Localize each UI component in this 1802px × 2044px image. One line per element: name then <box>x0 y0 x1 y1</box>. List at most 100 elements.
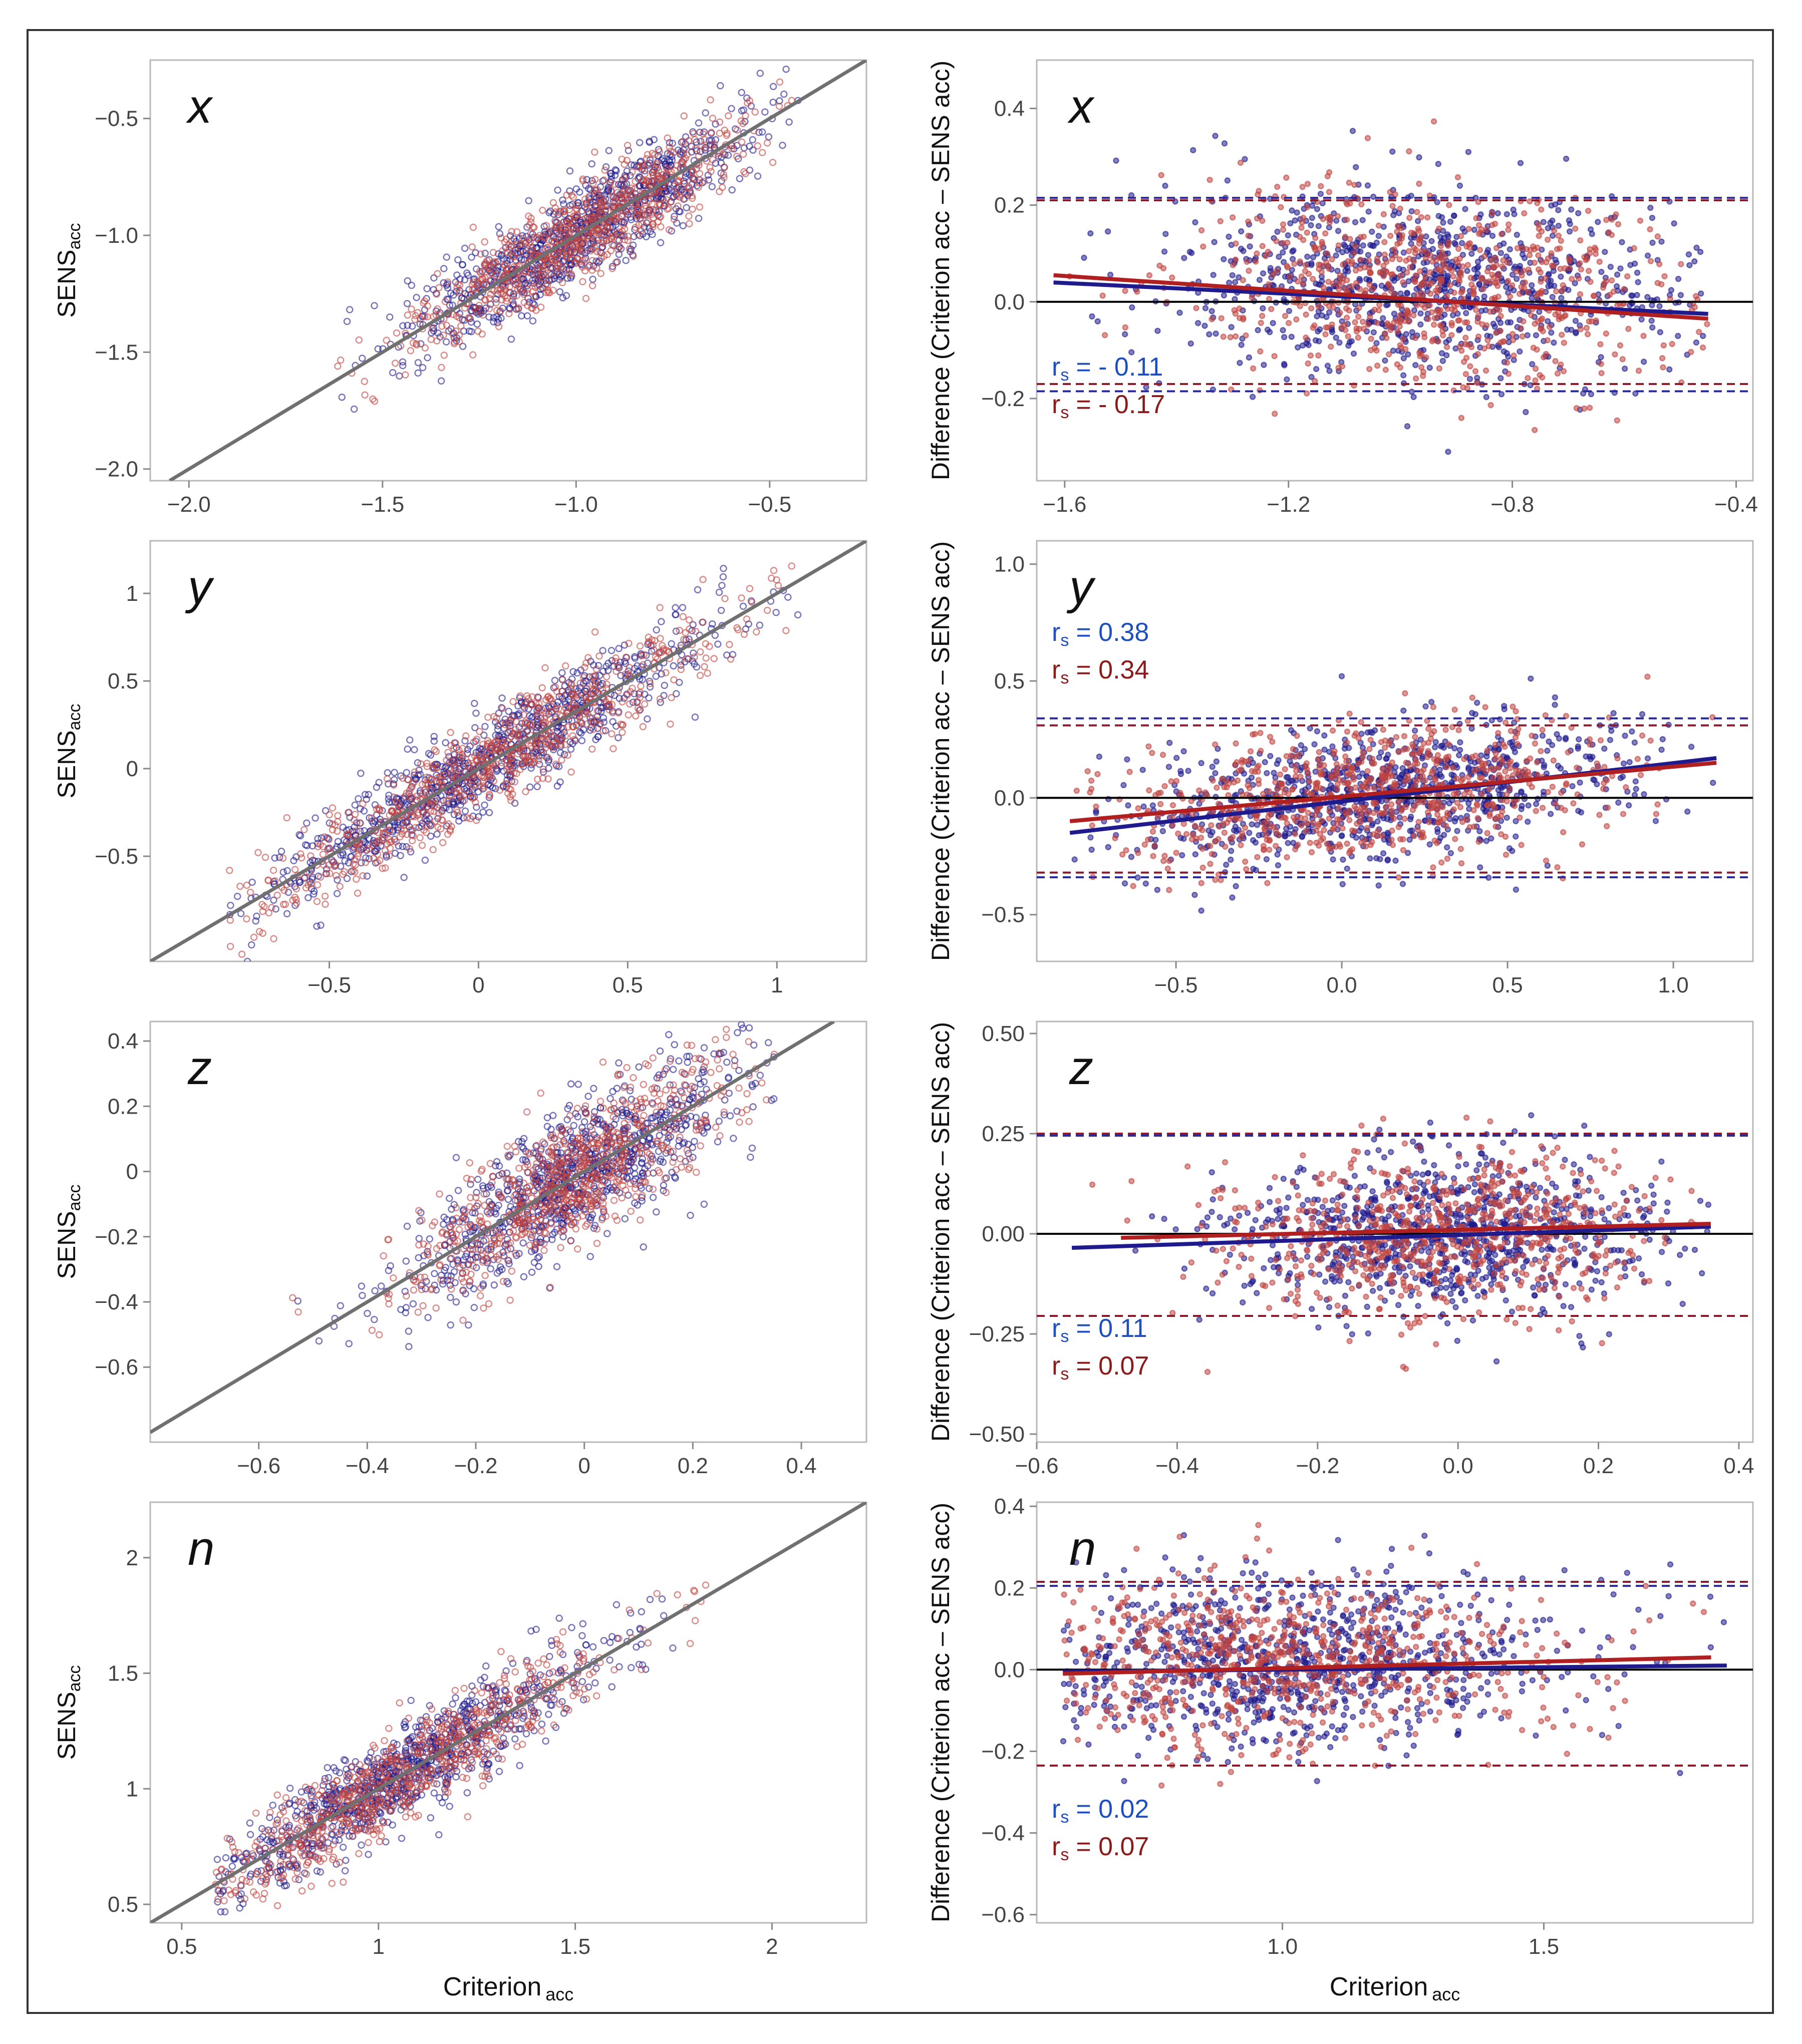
data-point-red <box>1293 316 1300 323</box>
y-tick-label: −0.5 <box>95 107 138 131</box>
data-point-blue <box>679 604 687 611</box>
data-point-red <box>381 847 389 855</box>
data-point-blue <box>1438 350 1445 357</box>
data-point-red <box>1334 213 1341 219</box>
data-point-red <box>542 222 550 229</box>
y-axis-label: SENSacc <box>53 223 84 317</box>
data-point-red <box>1460 384 1466 391</box>
data-point-red <box>599 686 607 694</box>
data-point-red <box>1437 266 1443 273</box>
data-point-red <box>1371 345 1378 352</box>
data-point-blue <box>554 186 561 194</box>
data-point-blue <box>1428 238 1435 244</box>
data-point-blue <box>1242 156 1248 163</box>
data-point-red <box>485 294 493 302</box>
data-point-blue <box>1365 251 1372 258</box>
data-point-red <box>292 896 300 903</box>
data-point-red <box>1598 370 1605 377</box>
data-point-red <box>1511 352 1517 359</box>
data-point-red <box>1359 318 1366 325</box>
data-point-red <box>1256 188 1262 194</box>
data-point-red <box>549 286 557 294</box>
data-point-red <box>1356 286 1363 292</box>
data-point-red <box>1554 246 1561 252</box>
data-point-red <box>624 691 631 699</box>
data-point-blue <box>1456 182 1463 189</box>
data-point-red <box>1257 348 1264 355</box>
data-point-red <box>1236 314 1243 321</box>
data-point-blue <box>399 362 407 370</box>
data-point-red <box>614 193 622 200</box>
data-point-blue <box>497 314 505 322</box>
data-point-red <box>484 714 492 721</box>
data-point-red <box>326 870 334 877</box>
x-tick-label: −1.5 <box>361 492 404 517</box>
data-point-red <box>477 250 485 258</box>
data-point-blue <box>1333 252 1339 259</box>
data-point-red <box>588 745 596 753</box>
data-point-red <box>1396 256 1403 263</box>
data-point-blue <box>1598 268 1605 275</box>
data-point-blue <box>1675 332 1681 339</box>
data-point-red <box>1548 250 1555 257</box>
data-point-red <box>457 793 465 800</box>
data-point-red <box>579 278 586 285</box>
data-point-red <box>1489 271 1495 278</box>
data-point-blue <box>1226 233 1232 240</box>
data-point-red <box>1521 284 1528 291</box>
data-point-blue <box>1671 220 1677 227</box>
data-point-red <box>624 237 632 244</box>
data-point-red <box>1254 250 1260 257</box>
data-point-red <box>1400 336 1406 343</box>
data-point-red <box>270 935 277 942</box>
data-point-red <box>589 180 597 187</box>
data-point-blue <box>271 854 278 862</box>
data-point-red <box>291 866 299 873</box>
data-point-red <box>455 751 463 759</box>
data-point-red <box>238 950 246 958</box>
data-point-blue <box>1404 289 1410 296</box>
data-point-red <box>665 226 673 234</box>
data-point-red <box>397 825 405 833</box>
data-point-red <box>569 193 577 201</box>
data-point-red <box>695 183 702 191</box>
data-point-blue <box>1416 154 1422 161</box>
data-point-red <box>699 130 707 138</box>
data-point-red <box>454 280 462 288</box>
data-point-blue <box>1334 267 1341 274</box>
data-point-red <box>551 683 559 691</box>
data-point-red <box>1430 321 1437 328</box>
data-point-red <box>434 270 441 277</box>
data-point-red <box>1456 343 1463 350</box>
data-point-blue <box>356 827 364 835</box>
data-point-blue <box>644 715 651 723</box>
data-point-red <box>452 765 460 773</box>
data-point-red <box>625 671 633 679</box>
data-point-red <box>1435 338 1442 345</box>
data-point-blue <box>1572 280 1578 286</box>
data-point-red <box>506 735 513 743</box>
data-point-red <box>1438 249 1445 256</box>
data-point-red <box>667 198 675 206</box>
data-point-red <box>421 297 428 305</box>
data-point-red <box>1507 293 1514 300</box>
data-point-blue <box>1266 328 1273 335</box>
data-point-red <box>421 312 429 320</box>
data-point-blue <box>1444 274 1451 281</box>
data-point-red <box>516 766 524 773</box>
data-point-blue <box>1285 232 1292 239</box>
data-point-red <box>476 267 483 275</box>
data-point-red <box>470 782 478 789</box>
data-point-blue <box>670 662 677 670</box>
data-point-blue <box>1249 394 1256 400</box>
data-point-blue <box>739 602 747 610</box>
data-point-red <box>1227 334 1234 340</box>
data-point-blue <box>605 659 612 667</box>
data-point-blue <box>1408 208 1415 215</box>
data-point-red <box>1348 283 1355 289</box>
data-point-red <box>353 827 360 835</box>
data-point-red <box>592 203 600 211</box>
data-point-blue <box>604 666 612 674</box>
data-point-blue <box>481 249 489 257</box>
data-point-red <box>408 305 415 313</box>
